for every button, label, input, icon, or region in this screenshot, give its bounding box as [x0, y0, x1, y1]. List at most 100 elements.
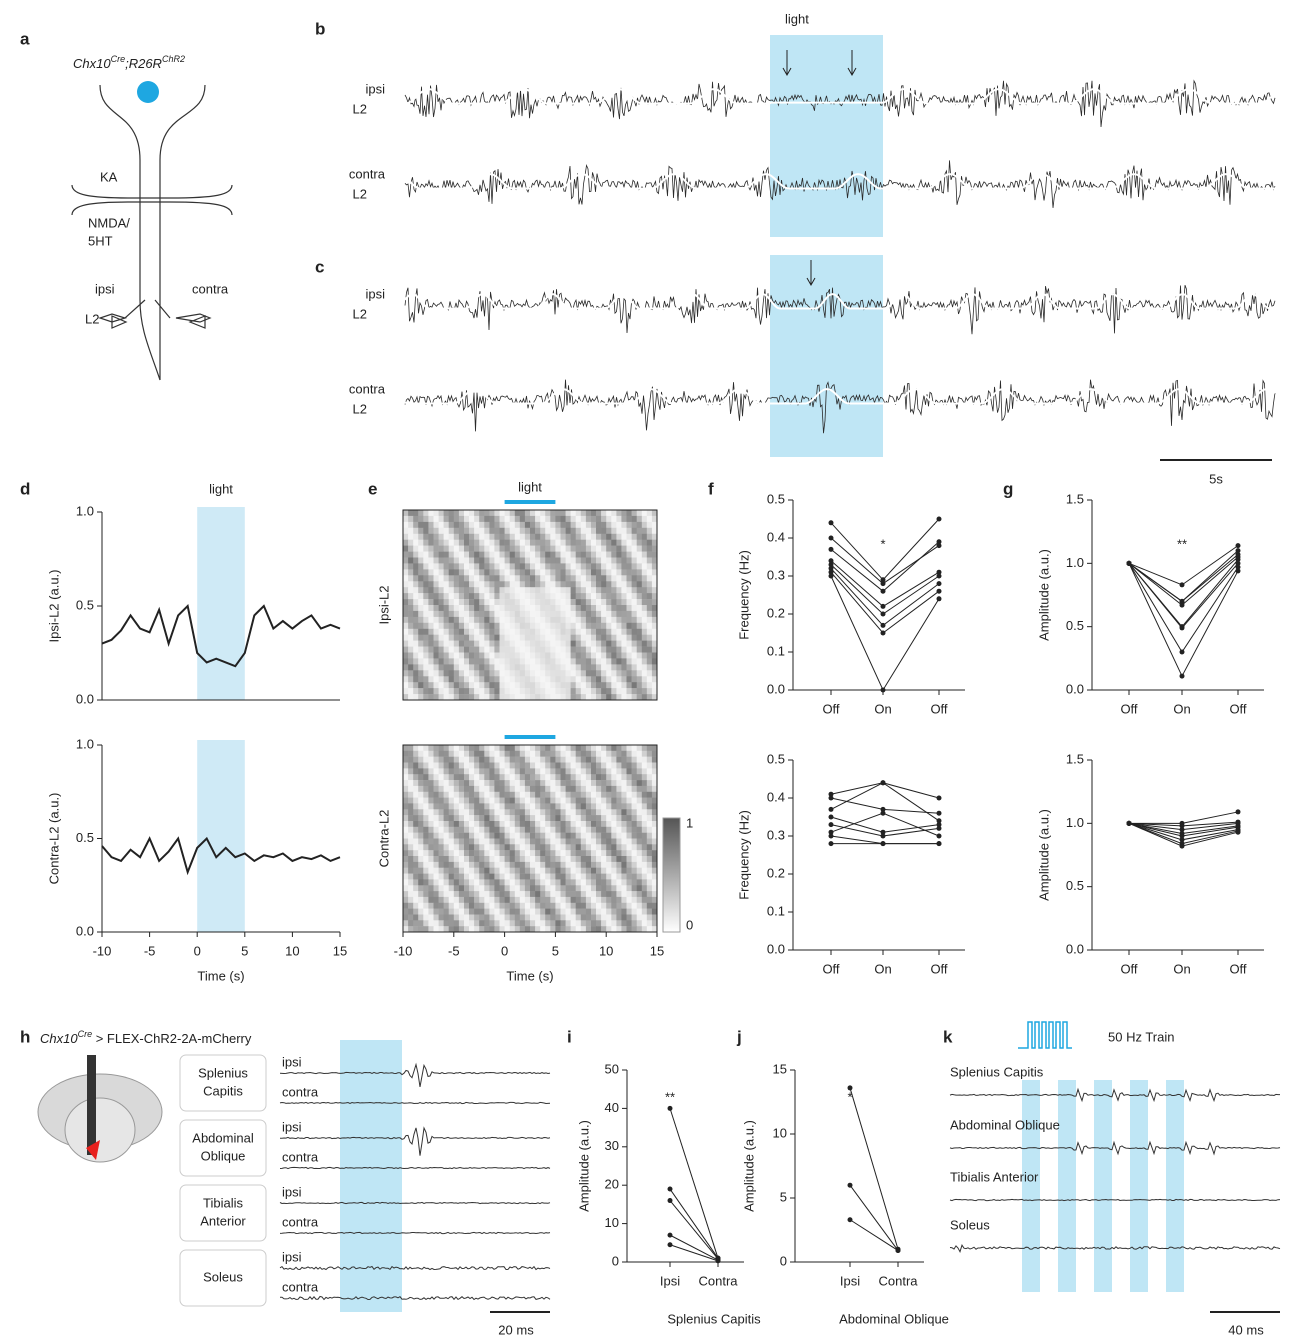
heat-cell: [505, 546, 510, 552]
heat-cell: [439, 688, 444, 694]
heat-cell: [474, 522, 479, 528]
heat-cell: [515, 757, 520, 763]
heat-cell: [571, 670, 576, 676]
heat-cell: [515, 516, 520, 522]
heat-cell: [637, 803, 642, 809]
heat-cell: [606, 920, 611, 926]
heat-cell: [479, 569, 484, 575]
heat-cell: [449, 768, 454, 774]
heat-cell: [474, 593, 479, 599]
heat-cell: [413, 558, 418, 564]
heat-cell: [530, 581, 535, 587]
light-window: [770, 255, 883, 457]
heat-cell: [459, 786, 464, 792]
heat-cell: [500, 745, 505, 751]
heat-cell: [555, 821, 560, 827]
heat-cell: [489, 868, 494, 874]
heat-cell: [621, 623, 626, 629]
heat-cell: [515, 885, 520, 891]
heat-cell: [418, 868, 423, 874]
heat-cell: [642, 862, 647, 868]
heat-cell: [403, 676, 408, 682]
heat-cell: [464, 803, 469, 809]
heat-cell: [581, 664, 586, 670]
heat-cell: [606, 915, 611, 921]
heat-cell: [545, 821, 550, 827]
heat-cell: [621, 569, 626, 575]
heat-cell: [500, 809, 505, 815]
heat-cell: [510, 658, 515, 664]
heat-cell: [616, 798, 621, 804]
heat-cell: [627, 611, 632, 617]
heat-cell: [479, 558, 484, 564]
heat-cell: [489, 809, 494, 815]
heat-cell: [510, 763, 515, 769]
heat-cell: [444, 670, 449, 676]
point: [1180, 582, 1185, 587]
heat-cell: [571, 891, 576, 897]
y-tick-label: 1.5: [1066, 491, 1084, 506]
heat-cell: [434, 821, 439, 827]
heat-cell: [494, 599, 499, 605]
heat-cell: [627, 647, 632, 653]
heat-cell: [444, 780, 449, 786]
heat-cell: [469, 605, 474, 611]
heat-cell: [464, 768, 469, 774]
heat-cell: [581, 563, 586, 569]
heat-cell: [627, 658, 632, 664]
heat-cell: [571, 745, 576, 751]
heat-cell: [647, 516, 652, 522]
heat-cell: [459, 510, 464, 516]
heat-cell: [571, 599, 576, 605]
heat-cell: [606, 641, 611, 647]
heat-cell: [571, 623, 576, 629]
heat-cell: [408, 540, 413, 546]
heat-cell: [616, 757, 621, 763]
heat-cell: [647, 926, 652, 932]
point: [881, 631, 886, 636]
heat-cell: [515, 798, 520, 804]
heat-cell: [428, 839, 433, 845]
heat-cell: [449, 563, 454, 569]
heat-cell: [530, 522, 535, 528]
heat-cell: [428, 676, 433, 682]
heat-cell: [479, 751, 484, 757]
heat-cell: [566, 682, 571, 688]
heat-cell: [561, 844, 566, 850]
heat-cell: [616, 815, 621, 821]
heat-cell: [611, 569, 616, 575]
heat-cell: [464, 792, 469, 798]
heat-cell: [591, 774, 596, 780]
x-tick-label: On: [874, 961, 891, 976]
heat-cell: [540, 599, 545, 605]
heat-cell: [647, 658, 652, 664]
heat-cell: [576, 792, 581, 798]
heat-cell: [494, 546, 499, 552]
heat-cell: [652, 786, 657, 792]
heat-cell: [586, 528, 591, 534]
heat-cell: [510, 534, 515, 540]
heat-cell: [596, 821, 601, 827]
heat-cell: [627, 528, 632, 534]
heat-cell: [444, 909, 449, 915]
heat-cell: [520, 593, 525, 599]
heat-cell: [530, 510, 535, 516]
heat-cell: [418, 510, 423, 516]
heat-cell: [505, 599, 510, 605]
heat-cell: [413, 605, 418, 611]
heat-cell: [408, 798, 413, 804]
heat-cell: [474, 821, 479, 827]
heat-cell: [515, 635, 520, 641]
heat-cell: [550, 856, 555, 862]
heat-cell: [616, 676, 621, 682]
heat-cell: [413, 611, 418, 617]
heat-cell: [540, 694, 545, 700]
heat-cell: [469, 623, 474, 629]
heat-cell: [403, 763, 408, 769]
heat-cell: [494, 534, 499, 540]
heat-cell: [505, 623, 510, 629]
heat-cell: [403, 688, 408, 694]
heat-cell: [596, 897, 601, 903]
heat-cell: [591, 827, 596, 833]
heat-cell: [505, 552, 510, 558]
